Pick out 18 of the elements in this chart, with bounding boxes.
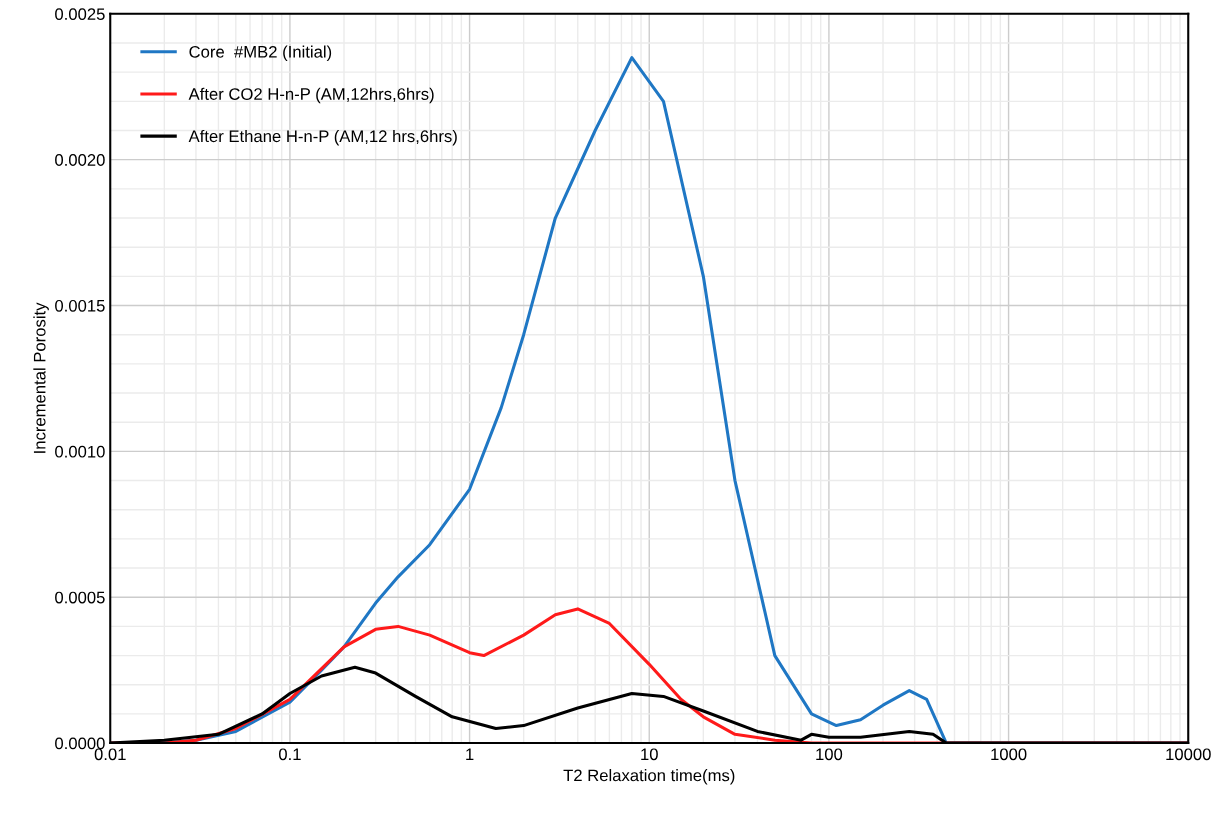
x-tick-label: 10000 [1166,748,1211,761]
legend-label: After CO2 H-n-P (AM,12hrs,6hrs) [188,87,434,104]
x-tick-label: 1000 [991,748,1027,761]
y-tick-label: 0.0000 [55,737,105,750]
y-tick-label: 0.0005 [55,591,105,604]
y-tick-label: 0.0025 [55,8,105,21]
y-tick-label: 0.0015 [55,299,105,312]
legend-label: Core #MB2 (Initial) [189,45,332,62]
legend-label: After Ethane H-n-P (AM,12 hrs,6hrs) [188,129,457,146]
x-tick-label: 0.1 [278,748,301,761]
x-tick-label: 100 [816,748,843,761]
y-axis-title: Incremental Porosity [33,302,49,453]
x-axis-title: T2 Relaxation time(ms) [563,769,735,785]
x-tick-label: 1 [466,748,474,761]
x-tick-label: 0.01 [94,748,126,761]
x-tick-label: 10 [641,748,658,761]
y-tick-label: 0.0020 [55,154,105,166]
y-tick-label: 0.0010 [55,445,105,458]
